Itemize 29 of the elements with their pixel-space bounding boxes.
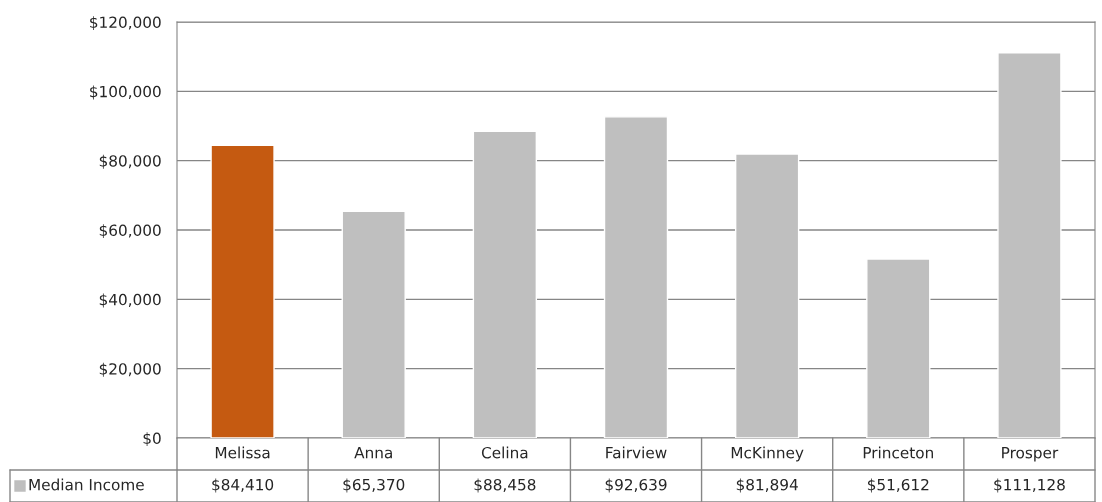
y-tick-label: $60,000: [99, 224, 161, 239]
y-tick-label: $40,000: [99, 293, 161, 308]
data-label: $111,128: [994, 478, 1065, 493]
bar: [472, 130, 538, 438]
bar: [734, 153, 800, 438]
x-tick-label: Anna: [354, 447, 392, 459]
bar: [997, 52, 1062, 438]
bar: [341, 210, 406, 438]
data-label: $81,894: [736, 478, 798, 493]
x-tick-label: Celina: [481, 446, 528, 459]
y-tick-label: $0: [143, 432, 161, 447]
bar: [210, 144, 275, 438]
bar: [603, 116, 669, 438]
y-tick-label: $80,000: [99, 154, 161, 169]
data-label: $92,639: [605, 478, 667, 493]
data-label: $51,612: [867, 478, 929, 493]
y-tick-label: $20,000: [99, 362, 161, 377]
data-label: $88,458: [474, 478, 536, 493]
x-tick-label: Prosper: [1002, 447, 1059, 462]
data-label: $65,370: [343, 478, 405, 493]
data-label: $84,410: [212, 478, 274, 493]
legend-label: Median Income: [29, 478, 144, 491]
y-tick-label: $100,000: [90, 85, 161, 100]
x-tick-label: McKinney: [731, 446, 804, 462]
x-tick-label: Princeton: [863, 446, 933, 459]
bar: [866, 258, 931, 438]
x-tick-label: Melissa: [215, 446, 270, 459]
x-tick-label: Fairview: [606, 446, 667, 459]
y-tick-label: $120,000: [90, 16, 161, 31]
